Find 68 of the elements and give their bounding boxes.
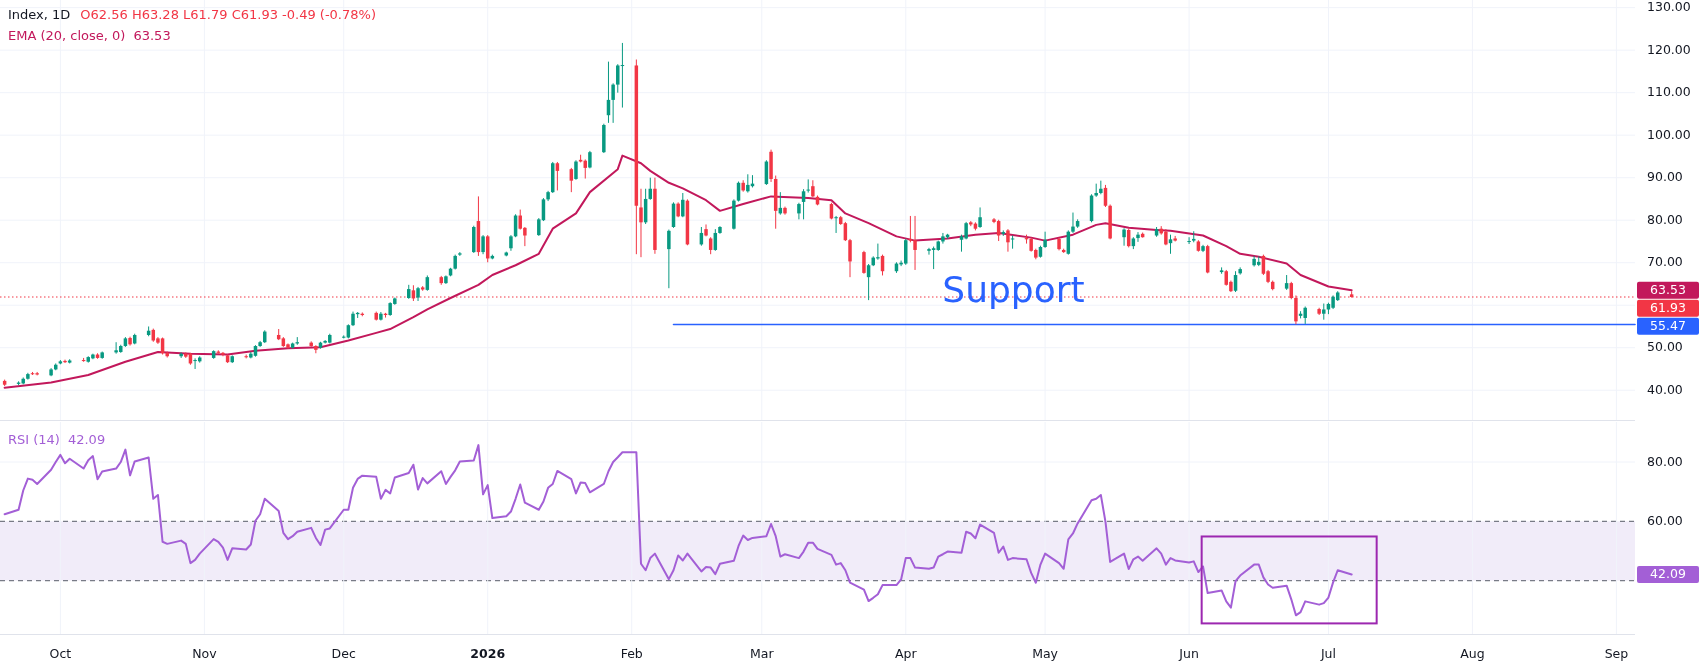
x-tick-label: Jul — [1319, 646, 1336, 661]
text: 63.53 — [1650, 281, 1686, 297]
candlestick — [611, 82, 615, 124]
annotation: 55.47 — [1650, 317, 1686, 333]
annotation: 42.09 — [67, 432, 106, 447]
candlestick — [913, 215, 917, 271]
x-tick-label: May — [1032, 646, 1059, 661]
candlestick — [931, 246, 936, 270]
candlestick — [639, 188, 643, 258]
x-tick-label: Nov — [192, 646, 218, 661]
y-tick-label: 90.00 — [1647, 169, 1683, 185]
candlestick — [481, 234, 485, 255]
x-tick-label: Jun — [1178, 646, 1199, 661]
x-tick-label: Apr — [894, 646, 918, 661]
x-tick-label: 2026 — [470, 646, 506, 661]
line-series — [3, 444, 1353, 617]
candlestick — [1187, 236, 1191, 245]
candlestick — [1136, 231, 1140, 243]
candlestick — [1006, 228, 1010, 253]
text: 42.09 — [1650, 565, 1686, 581]
y-tick-label: 80.00 — [1647, 453, 1683, 469]
candlestick — [941, 232, 945, 245]
candlestick — [1010, 235, 1015, 250]
y-tick-label: 110.00 — [1647, 84, 1691, 100]
candlestick — [996, 219, 1001, 242]
x-tick-label: Mar — [749, 646, 775, 661]
candlestick — [862, 250, 866, 275]
candlestick — [221, 351, 225, 357]
y-tick-label: 60.00 — [1647, 512, 1683, 528]
y-tick-label: 50.00 — [1647, 339, 1683, 355]
x-tick-label: Aug — [1460, 646, 1485, 661]
candlestick — [1122, 227, 1126, 247]
candlestick — [667, 229, 671, 289]
text: O62.56 H63.28 L61.79 C61.93 -0.49 (-0.78%) — [80, 7, 376, 22]
candlestick — [616, 63, 620, 94]
annotation: 63.53 — [133, 28, 171, 43]
candlestick — [620, 42, 625, 109]
x-tick-label: Sep — [1604, 646, 1629, 661]
candlestick — [746, 173, 750, 194]
y-tick-label: 130.00 — [1647, 0, 1691, 15]
candlestick — [876, 243, 880, 261]
candlestick — [848, 238, 852, 278]
text: EMA (20, close, 0) — [8, 28, 126, 43]
series-label: RSI (14) — [8, 432, 60, 447]
candlestick — [681, 192, 685, 218]
x-tick-label: Dec — [331, 646, 356, 661]
candlestick — [1071, 212, 1075, 234]
candlestick — [806, 178, 810, 194]
y-tick-label: 70.00 — [1647, 254, 1683, 270]
text: Index, 1D — [8, 7, 71, 22]
candlestick — [834, 215, 838, 234]
candlestick — [1043, 231, 1047, 249]
candlestick — [569, 167, 574, 193]
y-tick-label: 80.00 — [1647, 211, 1683, 227]
y-tick-label: 40.00 — [1647, 381, 1683, 397]
ref-line-label: 61.93 — [1650, 299, 1686, 315]
line-series — [3, 154, 1353, 389]
y-tick-label: 120.00 — [1647, 41, 1691, 57]
candlestick — [978, 206, 982, 229]
annotation: Support — [942, 269, 1085, 311]
x-tick-label: Feb — [620, 646, 643, 661]
candlestick — [574, 159, 578, 181]
candlestick — [314, 344, 318, 354]
candlestick — [1168, 234, 1173, 255]
candlestick — [193, 357, 197, 370]
candlestick — [927, 247, 931, 256]
x-tick-label: Oct — [49, 646, 72, 661]
y-tick-label: 100.00 — [1647, 126, 1691, 142]
